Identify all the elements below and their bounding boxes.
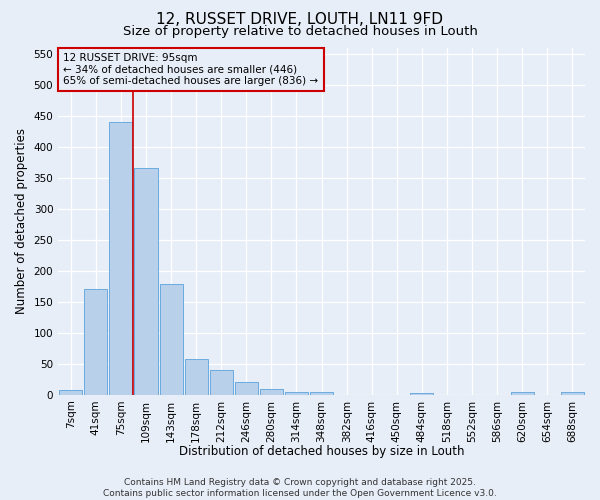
- Bar: [160, 284, 182, 395]
- Text: Contains HM Land Registry data © Crown copyright and database right 2025.
Contai: Contains HM Land Registry data © Crown c…: [103, 478, 497, 498]
- Bar: [209, 370, 233, 394]
- Bar: [260, 388, 283, 394]
- Text: Size of property relative to detached houses in Louth: Size of property relative to detached ho…: [122, 25, 478, 38]
- Bar: [235, 382, 258, 394]
- Bar: [185, 360, 208, 394]
- Bar: [134, 168, 158, 394]
- Bar: [84, 290, 107, 395]
- Bar: [511, 392, 534, 394]
- Bar: [109, 122, 133, 394]
- Bar: [59, 390, 82, 394]
- Text: 12, RUSSET DRIVE, LOUTH, LN11 9FD: 12, RUSSET DRIVE, LOUTH, LN11 9FD: [157, 12, 443, 28]
- X-axis label: Distribution of detached houses by size in Louth: Distribution of detached houses by size …: [179, 444, 464, 458]
- Bar: [561, 392, 584, 394]
- Text: 12 RUSSET DRIVE: 95sqm
← 34% of detached houses are smaller (446)
65% of semi-de: 12 RUSSET DRIVE: 95sqm ← 34% of detached…: [64, 52, 319, 86]
- Y-axis label: Number of detached properties: Number of detached properties: [15, 128, 28, 314]
- Bar: [310, 392, 333, 394]
- Bar: [410, 393, 433, 394]
- Bar: [285, 392, 308, 394]
